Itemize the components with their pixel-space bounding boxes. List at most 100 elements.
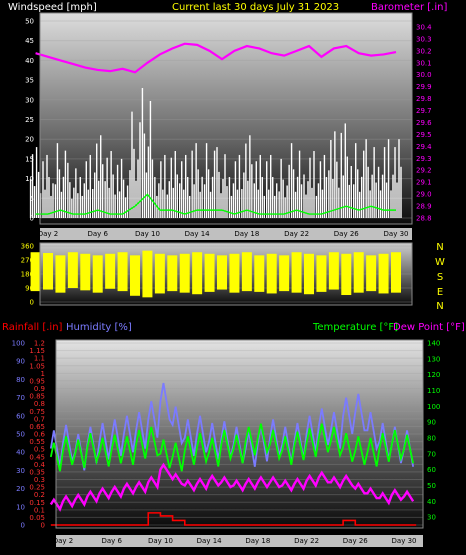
compass-w: W <box>435 257 445 268</box>
climate-x-tick-label: Day 26 <box>343 537 369 545</box>
temperature-y-ticks: 30 40 50 60 70 80 90 100 110 120 130 140 <box>427 340 440 522</box>
direction-band <box>130 255 140 296</box>
temperature-y-tick-label: 100 <box>427 403 440 411</box>
rainfall-y-tick-label: 1.1 <box>34 355 45 363</box>
direction-y-tick-label: 360 <box>21 243 34 251</box>
wind-y-tick-label: 20 <box>25 136 34 144</box>
direction-band <box>167 255 178 292</box>
temperature-y-tick-label: 120 <box>427 371 440 379</box>
humidity-y-tick-label: 30 <box>16 467 25 475</box>
direction-band <box>304 253 314 295</box>
humidity-y-tick-label: 40 <box>16 449 25 457</box>
direction-bars <box>30 250 401 298</box>
humidity-y-tick-label: 90 <box>16 358 25 366</box>
temperature-y-tick-label: 50 <box>427 482 436 490</box>
direction-band <box>266 253 277 294</box>
direction-band <box>229 253 240 293</box>
barometer-y-tick-label: 30.2 <box>416 47 432 55</box>
wind-x-tick-label: Day 30 <box>384 230 409 238</box>
direction-band <box>279 255 290 292</box>
rainfall-title: Rainfall [.in] <box>2 322 63 333</box>
barometer-y-tick-label: 29.4 <box>416 143 432 151</box>
rainfall-y-tick-label: 0.45 <box>29 453 45 461</box>
climate-x-tick-label: Day 2 <box>53 537 74 545</box>
wind-average-polyline <box>35 193 396 215</box>
temperature-y-tick-label: 130 <box>427 355 440 363</box>
wind-x-tick-label: Day 6 <box>87 230 108 238</box>
climate-x-axis-strip <box>56 535 423 547</box>
rainfall-y-tick-label: 0.6 <box>34 431 46 439</box>
direction-band <box>341 253 352 295</box>
wind-y-tick-label: 25 <box>25 116 34 124</box>
wind-x-ticks: Day 2 Day 6 Day 10 Day 14 Day 18 Day 22 Day 26… <box>38 230 409 238</box>
climate-x-tick-label: Day 14 <box>197 537 223 545</box>
barometer-y-tick-label: 28.9 <box>416 203 432 211</box>
period-title: Current last 30 days July 31 2023 <box>172 2 339 13</box>
direction-band <box>105 253 116 289</box>
direction-band <box>154 253 165 294</box>
wind-grid <box>40 20 412 219</box>
direction-band <box>204 253 215 292</box>
humidity-y-tick-label: 50 <box>16 431 25 439</box>
direction-band <box>55 255 66 293</box>
rainfall-y-tick-label: 0.4 <box>34 461 46 469</box>
barometer-y-tick-label: 29.9 <box>416 83 432 91</box>
climate-x-tick-label: Day 30 <box>392 537 417 545</box>
direction-band <box>179 253 190 293</box>
direction-band <box>80 253 91 291</box>
barometer-y-tick-label: 29.0 <box>416 191 432 199</box>
wind-y-tick-label: 15 <box>25 155 34 163</box>
direction-band <box>378 253 389 294</box>
barometer-y-tick-label: 29.7 <box>416 107 432 115</box>
direction-band <box>353 252 364 293</box>
rainfall-y-tick-label: 0.75 <box>29 408 45 416</box>
wind-y-tick-label: 50 <box>25 18 34 26</box>
humidity-title: Humidity [%] <box>66 322 132 333</box>
rainfall-y-ticks: 00.050.10.150.20.250.30.350.40.450.50.55… <box>29 340 45 530</box>
barometer-y-tick-label: 30.4 <box>416 23 432 31</box>
rainfall-y-tick-label: 0 <box>41 522 45 530</box>
direction-band <box>316 255 327 292</box>
direction-y-tick-label: 270 <box>21 257 34 265</box>
direction-band <box>217 255 227 290</box>
temperature-title: Temperature [°F] <box>312 322 398 333</box>
humidity-y-tick-label: 70 <box>16 394 25 402</box>
rainfall-y-tick-label: 0.2 <box>34 491 45 499</box>
windspeed-title: Windspeed [mph] <box>8 2 97 13</box>
rainfall-y-tick-label: 0.5 <box>34 446 45 454</box>
rainfall-y-tick-label: 0.1 <box>34 506 45 514</box>
temperature-line <box>49 423 415 472</box>
wind-x-axis-strip <box>40 228 412 240</box>
barometer-y-tick-label: 29.2 <box>416 167 432 175</box>
climate-x-tick-label: Day 22 <box>294 537 319 545</box>
barometer-y-tick-label: 29.5 <box>416 131 432 139</box>
wind-x-tick-label: Day 2 <box>38 230 59 238</box>
climate-x-tick-label: Day 18 <box>245 537 270 545</box>
direction-y-tick-label: 180 <box>21 271 34 279</box>
direction-y-ticks: 0 90 180 270 360 <box>21 243 34 307</box>
rainfall-y-tick-label: 1 <box>41 370 45 378</box>
wind-y-tick-label: 5 <box>30 195 34 203</box>
direction-band <box>67 252 78 288</box>
direction-band <box>328 252 339 290</box>
barometer-y-tick-label: 29.6 <box>416 119 432 127</box>
direction-y-tick-label: 0 <box>30 299 34 307</box>
compass-e: E <box>437 287 443 298</box>
rainfall-y-tick-label: 0.8 <box>34 400 45 408</box>
rainfall-y-tick-label: 0.65 <box>29 423 45 431</box>
wind-panel-frame <box>39 12 413 225</box>
barometer-y-tick-label: 30.0 <box>416 71 432 79</box>
climate-x-ticks: Day 2 Day 6 Day 10 Day 14 Day 18 Day 22 Day 26… <box>53 537 417 545</box>
direction-band <box>117 252 128 292</box>
direction-band <box>366 255 377 292</box>
direction-panel-frame <box>39 242 413 306</box>
compass-s: S <box>437 272 443 283</box>
wind-y-tick-label: 30 <box>25 96 34 104</box>
climate-panel-frame <box>55 339 424 529</box>
barometer-y-tick-label: 30.1 <box>416 59 432 67</box>
barometer-y-tick-label: 30.3 <box>416 35 432 43</box>
humidity-y-ticks: 0 10 20 30 40 50 60 70 80 90 100 <box>12 340 25 530</box>
compass-n-top: N <box>436 242 443 253</box>
direction-band <box>291 252 302 293</box>
